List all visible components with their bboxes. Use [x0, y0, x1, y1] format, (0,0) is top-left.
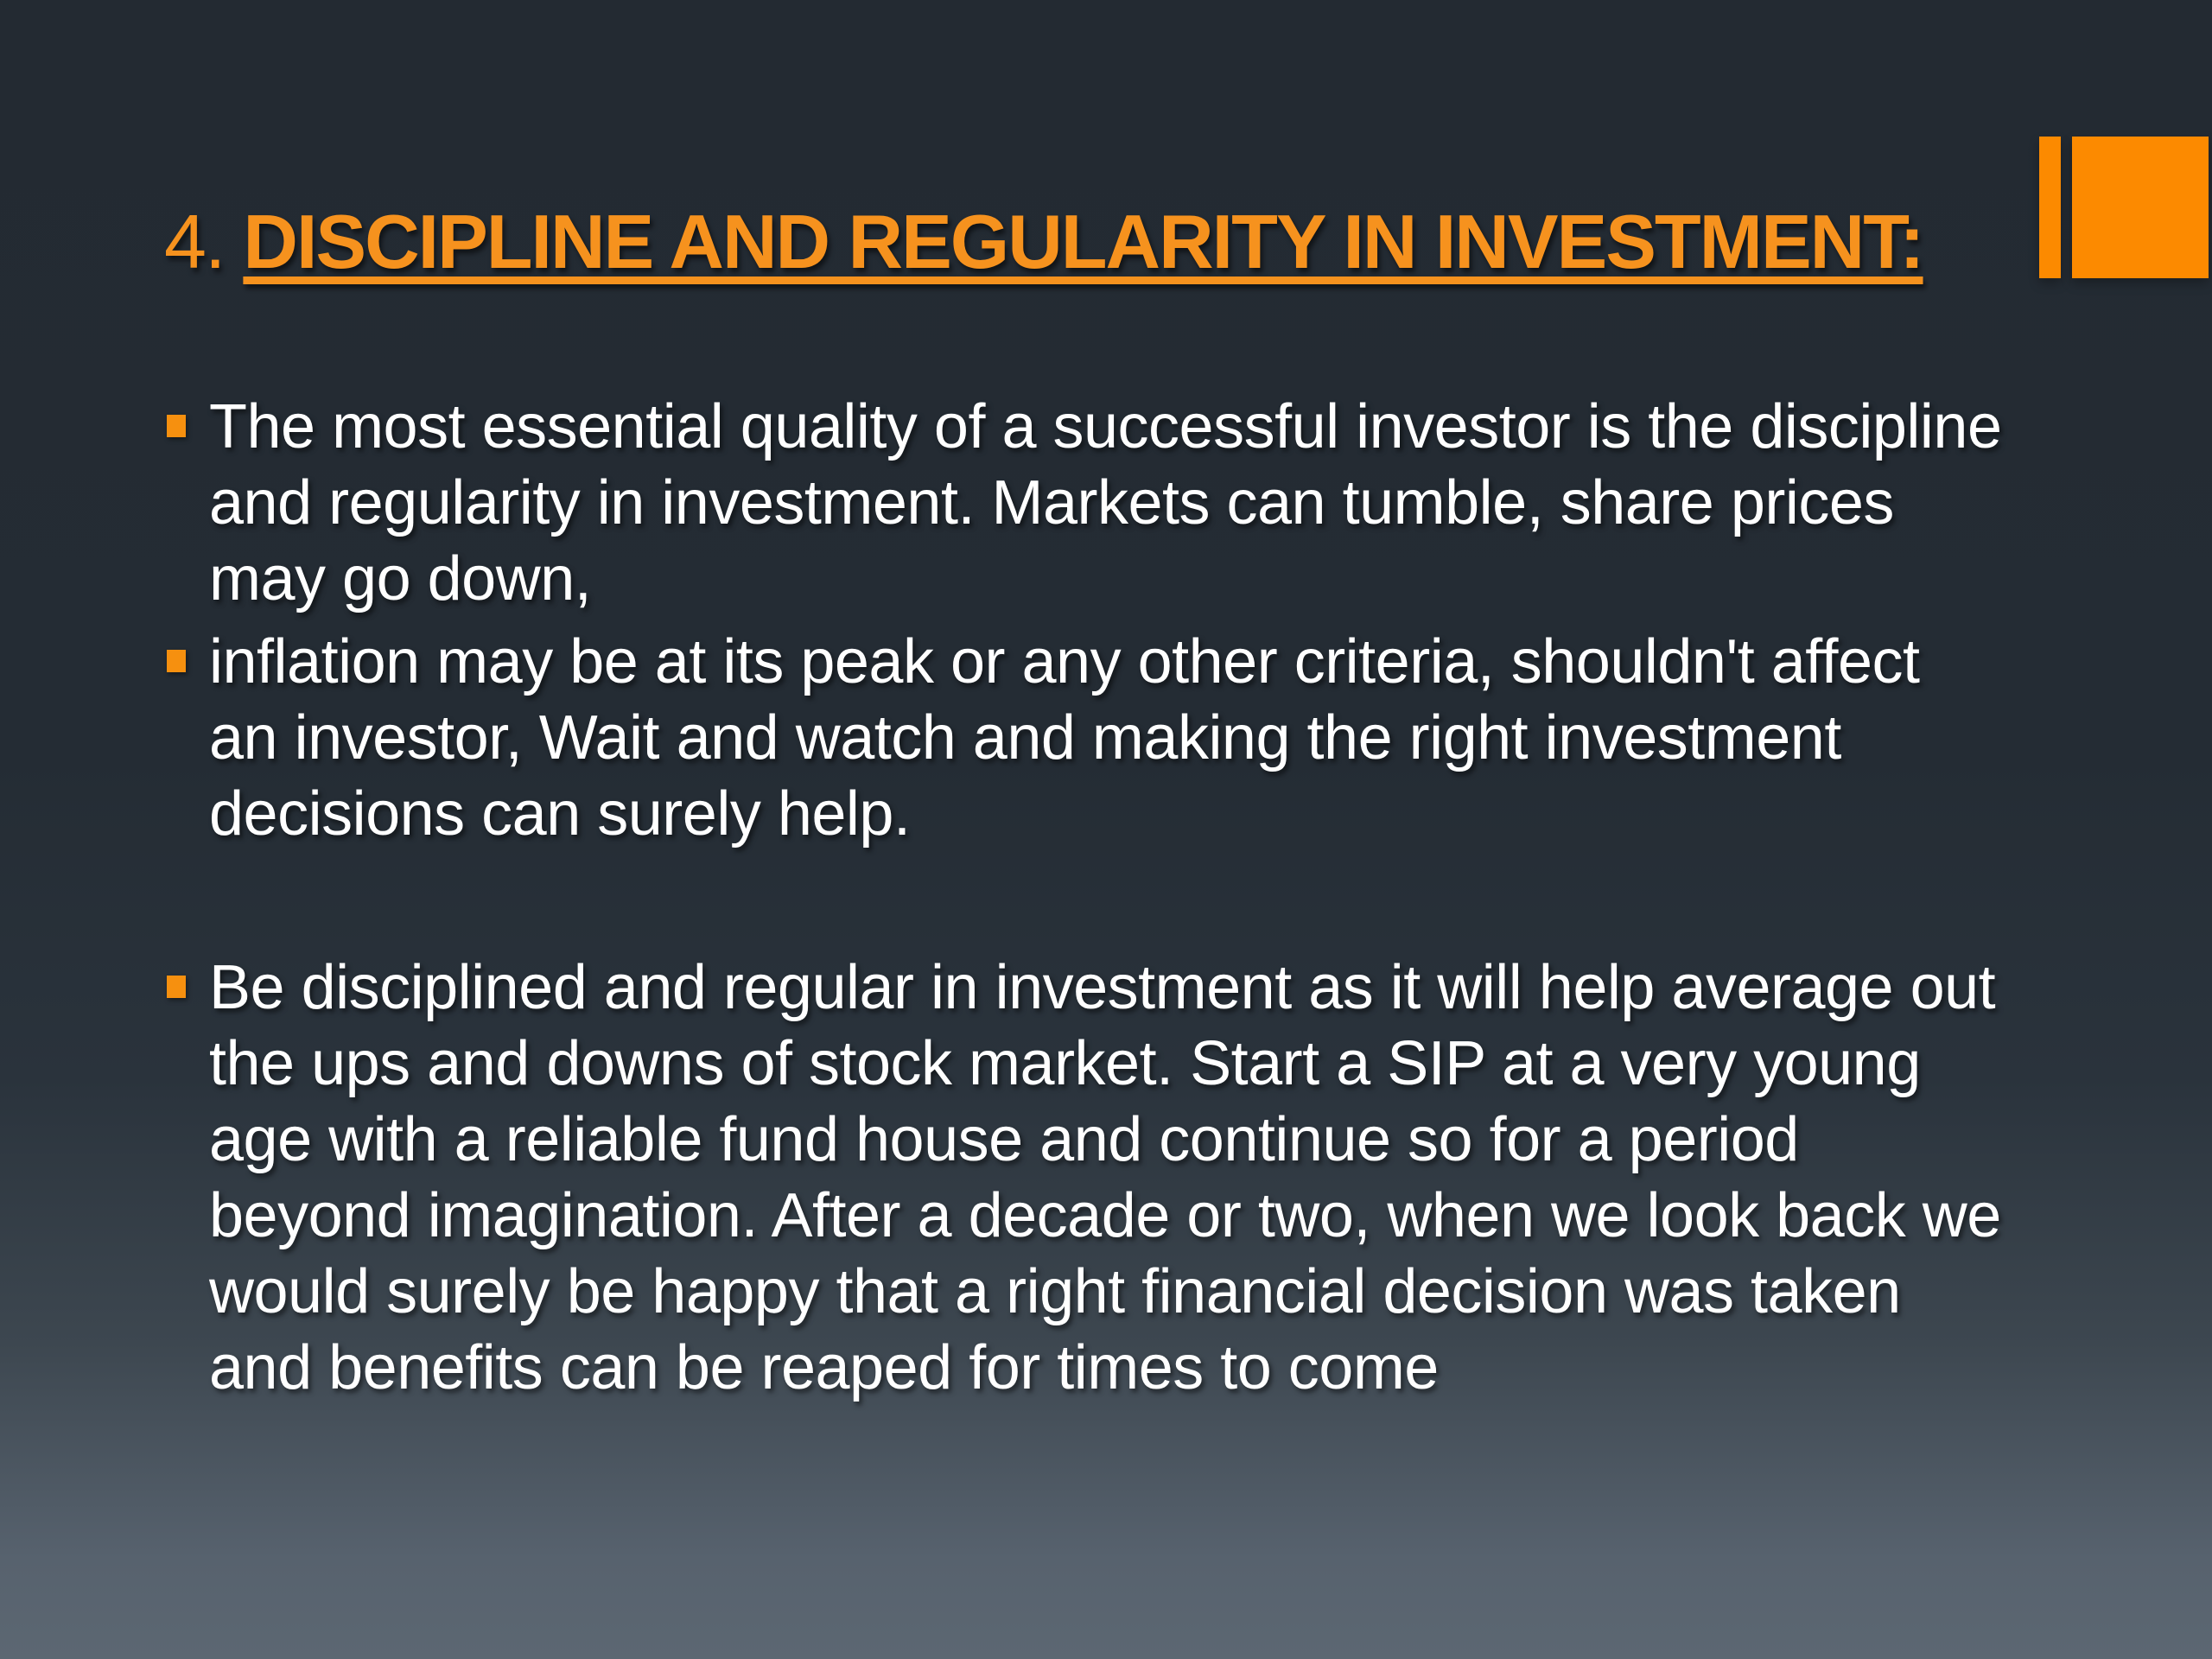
- bullet-line: The most essential quality of a successf…: [209, 392, 2002, 461]
- bullet-line: and regularity in investment. Markets ca…: [209, 468, 1894, 537]
- bullet-item-2: inflation may be at its peak or any othe…: [164, 624, 2177, 852]
- bullet-line: beyond imagination. After a decade or tw…: [209, 1181, 2001, 1250]
- title-text: DISCIPLINE AND REGULARITY IN INVESTMENT:: [243, 199, 1924, 284]
- bullet-line: may go down,: [209, 544, 592, 613]
- bullet-line: an investor, Wait and watch and making t…: [209, 703, 1841, 772]
- page-title: 4. DISCIPLINE AND REGULARITY IN INVESTMEN…: [164, 199, 1925, 285]
- bullet-marker-icon: [167, 650, 186, 672]
- bullet-list: The most essential quality of a successf…: [164, 389, 2177, 1406]
- bullet-line: inflation may be at its peak or any othe…: [209, 627, 1920, 696]
- bullet-line: and benefits can be reaped for times to …: [209, 1333, 1439, 1402]
- title-number: 4.: [164, 199, 226, 284]
- bullet-item-1: The most essential quality of a successf…: [164, 389, 2177, 617]
- accent-bar-thin: [2039, 137, 2061, 278]
- bullet-line: the ups and downs of stock market. Start…: [209, 1029, 1921, 1098]
- bullet-item-3: Be disciplined and regular in investment…: [164, 950, 2177, 1406]
- bullet-line: Be disciplined and regular in investment…: [209, 953, 1996, 1022]
- bullet-line: decisions can surely help.: [209, 779, 911, 849]
- bullet-marker-icon: [167, 976, 186, 998]
- bullet-line: age with a reliable fund house and conti…: [209, 1105, 1799, 1174]
- bullet-line: would surely be happy that a right finan…: [209, 1257, 1901, 1326]
- bullet-marker-icon: [167, 415, 186, 437]
- accent-bar-wide: [2072, 137, 2209, 278]
